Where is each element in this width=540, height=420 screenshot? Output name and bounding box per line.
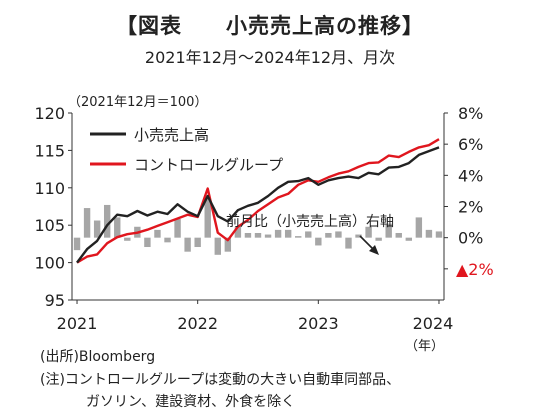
footnote-line-1: (注)コントロールグループは変動の大きい自動車同部品、 <box>40 372 401 388</box>
footnote-line-2: ガソリン、建設資材、外食を除く <box>86 394 296 410</box>
lines-layer <box>76 138 440 264</box>
chart-subtitle: 2021年12月～2024年12月、月次 <box>144 48 396 67</box>
mom-bar-8 <box>144 237 151 248</box>
mom-bar-23 <box>295 236 302 238</box>
axes-layer <box>68 112 448 304</box>
mom-bar-26 <box>325 232 332 238</box>
mom-bar-19 <box>254 232 262 238</box>
mom-bar-25 <box>315 237 322 246</box>
left-tick-label: 95 <box>45 291 65 310</box>
left-tick-label: 120 <box>34 104 65 123</box>
mom-bar-35 <box>415 217 423 238</box>
mom-bar-17 <box>234 226 242 238</box>
mom-bar-2 <box>83 208 91 238</box>
mom-bar-6 <box>124 237 131 241</box>
x-axis-unit-label: （年） <box>405 339 444 354</box>
chart-title: 【図表 小売売上高の推移】 <box>116 14 424 38</box>
mom-bar-9 <box>154 229 161 238</box>
mom-bar-34 <box>405 237 413 241</box>
mom-bar-5 <box>114 217 121 238</box>
legend-label-retail-sales: 小売売上高 <box>134 126 209 144</box>
right-tick-label: 6% <box>458 135 483 154</box>
mom-bar-22 <box>284 229 292 238</box>
annotation-arrowhead <box>369 245 379 255</box>
mom-bar-15 <box>214 237 221 255</box>
tick-labels-layer: 95 100 105 110 115 120 ▲2% 0% 2% 4% 6% 8% 2021 2022 20… <box>34 104 493 333</box>
x-tick-label: 2023 <box>298 314 339 333</box>
mom-bar-13 <box>194 237 201 248</box>
mom-bar-12 <box>184 237 191 252</box>
mom-bar-4 <box>103 204 111 238</box>
mom-bar-29 <box>355 234 362 238</box>
mom-bars-layer <box>73 198 443 255</box>
control-group-line <box>76 138 440 264</box>
mom-bar-31 <box>375 237 382 241</box>
x-tick-label: 2022 <box>177 314 218 333</box>
mom-bar-36 <box>425 229 433 238</box>
x-tick-label: 2024 <box>413 314 454 333</box>
annotation-label: 前月比（小売売上高）右軸 <box>226 213 394 230</box>
right-tick-label: ▲2% <box>456 260 494 279</box>
mom-bar-21 <box>274 229 282 238</box>
mom-bar-16 <box>224 237 232 252</box>
mom-bar-18 <box>244 232 252 238</box>
mom-bar-37 <box>435 231 443 238</box>
right-tick-label: 8% <box>458 104 483 123</box>
mom-bar-27 <box>335 231 342 238</box>
source-note: (出所)Bloomberg <box>40 349 156 365</box>
right-tick-label: 0% <box>458 229 483 248</box>
mom-bar-24 <box>305 231 312 238</box>
x-tick-label: 2021 <box>57 314 98 333</box>
mom-bar-14 <box>204 198 211 238</box>
left-tick-label: 110 <box>34 179 65 198</box>
mom-bar-1 <box>73 237 81 251</box>
mom-bar-20 <box>264 234 272 238</box>
left-axis-unit-label: （2021年12月＝100） <box>68 95 207 110</box>
right-tick-label: 2% <box>458 198 483 217</box>
mom-bar-10 <box>164 237 171 243</box>
right-tick-label: 4% <box>458 166 483 185</box>
mom-bar-32 <box>385 223 392 238</box>
mom-bar-30 <box>365 226 372 238</box>
legend-label-control-group: コントロールグループ <box>134 156 283 174</box>
retail-sales-line <box>76 146 440 264</box>
mom-bar-11 <box>174 218 181 238</box>
left-tick-label: 100 <box>34 254 65 273</box>
mom-bar-33 <box>395 232 402 238</box>
left-tick-label: 105 <box>34 216 65 235</box>
left-tick-label: 115 <box>34 141 65 160</box>
mom-bar-28 <box>345 237 352 249</box>
mom-bar-3 <box>93 220 101 238</box>
